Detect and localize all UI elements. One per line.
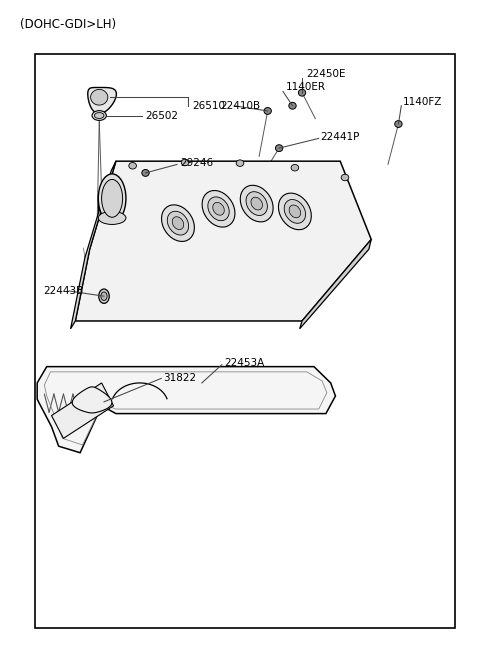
Ellipse shape: [395, 121, 402, 128]
Ellipse shape: [240, 185, 273, 222]
Ellipse shape: [102, 179, 122, 217]
Ellipse shape: [276, 145, 283, 151]
Ellipse shape: [246, 192, 267, 215]
Ellipse shape: [213, 202, 224, 215]
Ellipse shape: [202, 191, 235, 227]
Ellipse shape: [289, 102, 296, 109]
Text: 31822: 31822: [164, 373, 197, 383]
Text: 22453A: 22453A: [225, 358, 265, 368]
Ellipse shape: [172, 217, 184, 229]
Polygon shape: [91, 90, 108, 105]
Text: 29246: 29246: [180, 158, 214, 168]
Ellipse shape: [284, 200, 306, 223]
Polygon shape: [300, 240, 371, 329]
Ellipse shape: [236, 160, 244, 166]
Ellipse shape: [95, 113, 104, 119]
Ellipse shape: [92, 111, 107, 121]
Ellipse shape: [98, 212, 126, 225]
Text: 22410B: 22410B: [220, 101, 260, 111]
Ellipse shape: [129, 162, 136, 169]
Text: (DOHC-GDI>LH): (DOHC-GDI>LH): [21, 18, 117, 31]
Ellipse shape: [208, 197, 229, 221]
Ellipse shape: [162, 205, 194, 242]
Ellipse shape: [98, 174, 126, 223]
Ellipse shape: [142, 170, 149, 176]
Ellipse shape: [299, 89, 306, 96]
Ellipse shape: [289, 205, 300, 218]
Ellipse shape: [291, 164, 299, 171]
Ellipse shape: [264, 107, 271, 115]
Polygon shape: [51, 383, 114, 438]
Polygon shape: [88, 88, 116, 113]
Text: 22441P: 22441P: [320, 132, 360, 142]
Text: 26502: 26502: [145, 111, 179, 121]
Text: 22443B: 22443B: [43, 286, 84, 296]
Text: 22450E: 22450E: [306, 69, 345, 79]
Ellipse shape: [99, 289, 109, 303]
Ellipse shape: [181, 159, 189, 166]
Ellipse shape: [101, 292, 107, 301]
Text: 1140FZ: 1140FZ: [403, 98, 443, 107]
Bar: [35, 54, 455, 627]
Ellipse shape: [168, 212, 189, 235]
Polygon shape: [75, 161, 371, 321]
Ellipse shape: [251, 197, 263, 210]
Text: 26510: 26510: [192, 101, 225, 111]
Polygon shape: [71, 161, 116, 329]
Text: 1140ER: 1140ER: [285, 83, 325, 92]
Ellipse shape: [278, 193, 312, 230]
Ellipse shape: [341, 174, 349, 181]
Polygon shape: [37, 367, 336, 453]
Polygon shape: [72, 387, 112, 413]
